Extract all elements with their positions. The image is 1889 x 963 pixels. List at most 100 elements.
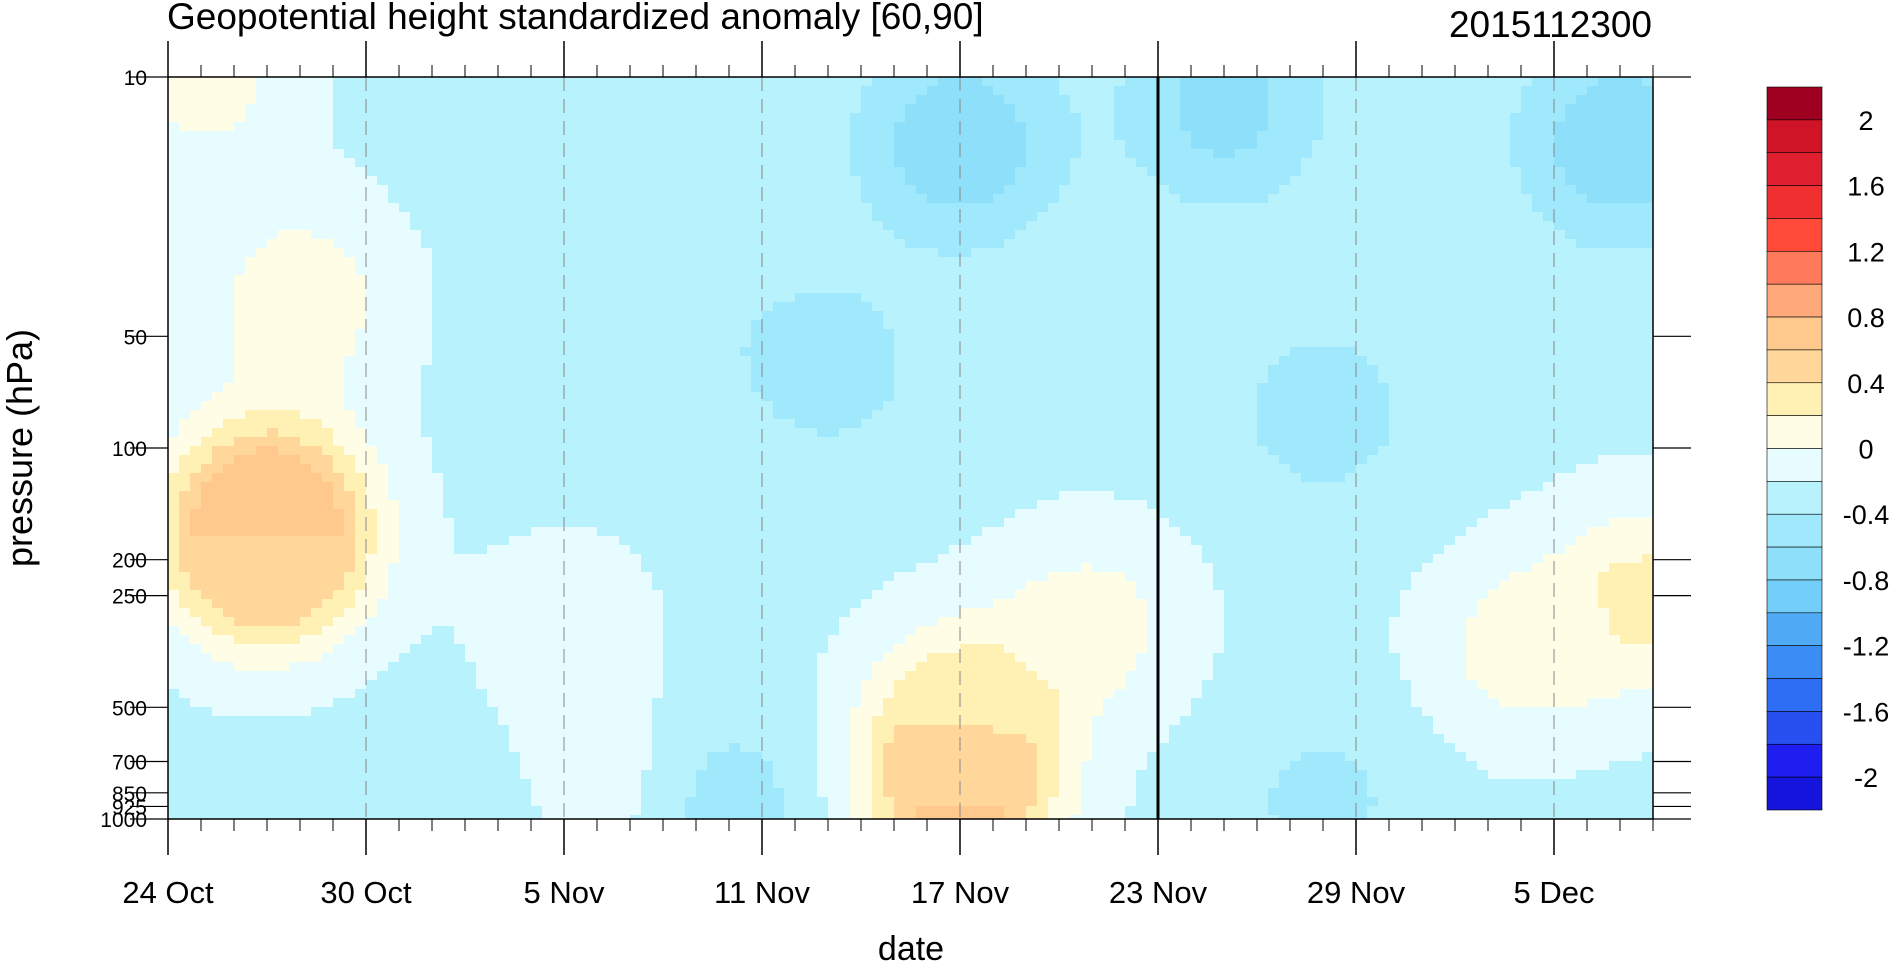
field-cell bbox=[938, 95, 950, 105]
field-cell bbox=[1477, 311, 1489, 321]
field-cell bbox=[1268, 239, 1280, 249]
field-cell bbox=[1565, 140, 1577, 150]
field-cell bbox=[1147, 302, 1159, 312]
field-cell bbox=[641, 347, 653, 357]
field-cell bbox=[1136, 185, 1148, 195]
field-cell bbox=[795, 329, 807, 339]
field-cell bbox=[476, 185, 488, 195]
field-cell bbox=[575, 176, 587, 186]
field-cell bbox=[1114, 320, 1126, 330]
field-cell bbox=[443, 113, 455, 123]
field-cell bbox=[1301, 248, 1313, 258]
field-cell bbox=[553, 131, 565, 141]
field-cell bbox=[201, 221, 213, 231]
field-cell bbox=[388, 95, 400, 105]
field-cell bbox=[982, 86, 994, 96]
field-cell bbox=[1048, 167, 1060, 177]
field-cell bbox=[1257, 320, 1269, 330]
field-cell bbox=[685, 149, 697, 159]
field-cell bbox=[707, 293, 719, 303]
field-cell bbox=[1070, 347, 1082, 357]
field-cell bbox=[278, 176, 290, 186]
field-cell bbox=[828, 77, 840, 87]
field-cell bbox=[1609, 239, 1621, 249]
field-cell bbox=[1411, 77, 1423, 87]
field-cell bbox=[795, 104, 807, 114]
field-cell bbox=[1202, 401, 1214, 411]
field-cell bbox=[564, 338, 576, 348]
field-cell bbox=[344, 176, 356, 186]
field-cell bbox=[773, 104, 785, 114]
field-cell bbox=[1004, 320, 1016, 330]
field-cell bbox=[190, 194, 202, 204]
field-cell bbox=[993, 383, 1005, 393]
field-cell bbox=[223, 149, 235, 159]
field-cell bbox=[234, 185, 246, 195]
field-cell bbox=[1147, 347, 1159, 357]
field-cell bbox=[234, 284, 246, 294]
field-cell bbox=[1158, 284, 1170, 294]
field-cell bbox=[982, 122, 994, 132]
field-cell bbox=[894, 338, 906, 348]
field-cell bbox=[1169, 356, 1181, 366]
field-cell bbox=[377, 149, 389, 159]
field-cell bbox=[1543, 203, 1555, 213]
field-cell bbox=[1609, 320, 1621, 330]
field-cell bbox=[333, 365, 345, 375]
field-cell bbox=[421, 185, 433, 195]
field-cell bbox=[245, 293, 257, 303]
field-cell bbox=[432, 140, 444, 150]
field-cell bbox=[300, 95, 312, 105]
field-cell bbox=[1103, 347, 1115, 357]
field-cell bbox=[1400, 230, 1412, 240]
field-cell bbox=[1224, 167, 1236, 177]
field-cell bbox=[179, 113, 191, 123]
field-cell bbox=[1268, 167, 1280, 177]
field-cell bbox=[894, 284, 906, 294]
field-cell bbox=[1015, 122, 1027, 132]
field-cell bbox=[465, 122, 477, 132]
field-cell bbox=[190, 356, 202, 366]
field-cell bbox=[476, 194, 488, 204]
field-cell bbox=[1059, 401, 1071, 411]
field-cell bbox=[1422, 104, 1434, 114]
field-cell bbox=[1015, 239, 1027, 249]
field-cell bbox=[630, 203, 642, 213]
field-cell bbox=[1576, 113, 1588, 123]
field-cell bbox=[630, 77, 642, 87]
field-cell bbox=[1158, 338, 1170, 348]
field-cell bbox=[938, 248, 950, 258]
field-cell bbox=[1620, 248, 1632, 258]
field-cell bbox=[410, 284, 422, 294]
field-cell bbox=[1147, 257, 1159, 267]
field-cell bbox=[1598, 221, 1610, 231]
field-cell bbox=[1235, 104, 1247, 114]
field-cell bbox=[927, 311, 939, 321]
field-cell bbox=[861, 338, 873, 348]
field-cell bbox=[608, 104, 620, 114]
field-cell bbox=[1202, 293, 1214, 303]
field-cell bbox=[1488, 158, 1500, 168]
field-cell bbox=[993, 284, 1005, 294]
field-cell bbox=[839, 158, 851, 168]
field-cell bbox=[498, 401, 510, 411]
field-cell bbox=[1004, 149, 1016, 159]
field-cell bbox=[850, 158, 862, 168]
field-cell bbox=[707, 320, 719, 330]
field-cell bbox=[245, 239, 257, 249]
field-cell bbox=[201, 320, 213, 330]
field-cell bbox=[971, 266, 983, 276]
field-cell bbox=[443, 338, 455, 348]
field-cell bbox=[487, 194, 499, 204]
field-cell bbox=[1598, 95, 1610, 105]
field-cell bbox=[234, 266, 246, 276]
field-cell bbox=[1455, 167, 1467, 177]
field-cell bbox=[1587, 365, 1599, 375]
field-cell bbox=[850, 329, 862, 339]
field-cell bbox=[366, 392, 378, 402]
field-cell bbox=[1004, 221, 1016, 231]
field-cell bbox=[498, 275, 510, 285]
field-cell bbox=[927, 392, 939, 402]
field-cell bbox=[388, 158, 400, 168]
field-cell bbox=[322, 320, 334, 330]
